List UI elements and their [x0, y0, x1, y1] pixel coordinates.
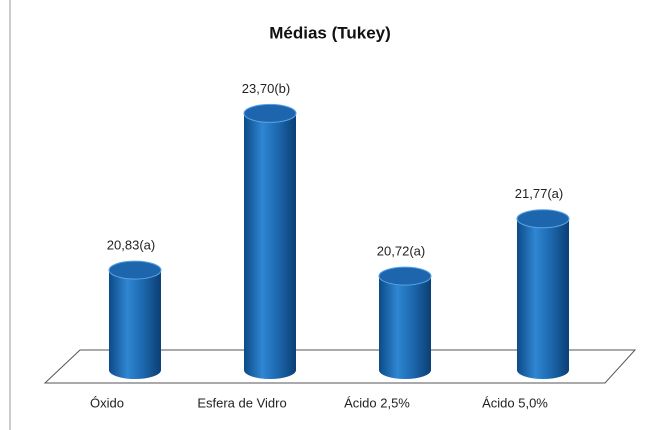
bar-top	[108, 260, 162, 280]
floor	[43, 349, 637, 384]
bar	[517, 218, 569, 379]
x-tick-label: Ácido 5,0%	[482, 395, 548, 410]
bar	[244, 113, 296, 379]
x-tick-label: Óxido	[90, 395, 124, 410]
chart-title: Médias (Tukey)	[269, 23, 391, 42]
value-label: 21,77(a)	[515, 186, 563, 201]
bar	[109, 270, 161, 379]
bar-top	[378, 266, 432, 286]
value-label: 23,70(b)	[242, 81, 290, 96]
bar	[379, 276, 431, 379]
bar-top	[516, 209, 570, 229]
bar-top	[243, 103, 297, 123]
x-tick-label: Ácido 2,5%	[344, 395, 410, 410]
value-label: 20,83(a)	[107, 238, 155, 253]
x-tick-label: Esfera de Vidro	[197, 395, 286, 410]
value-label: 20,72(a)	[377, 244, 425, 259]
